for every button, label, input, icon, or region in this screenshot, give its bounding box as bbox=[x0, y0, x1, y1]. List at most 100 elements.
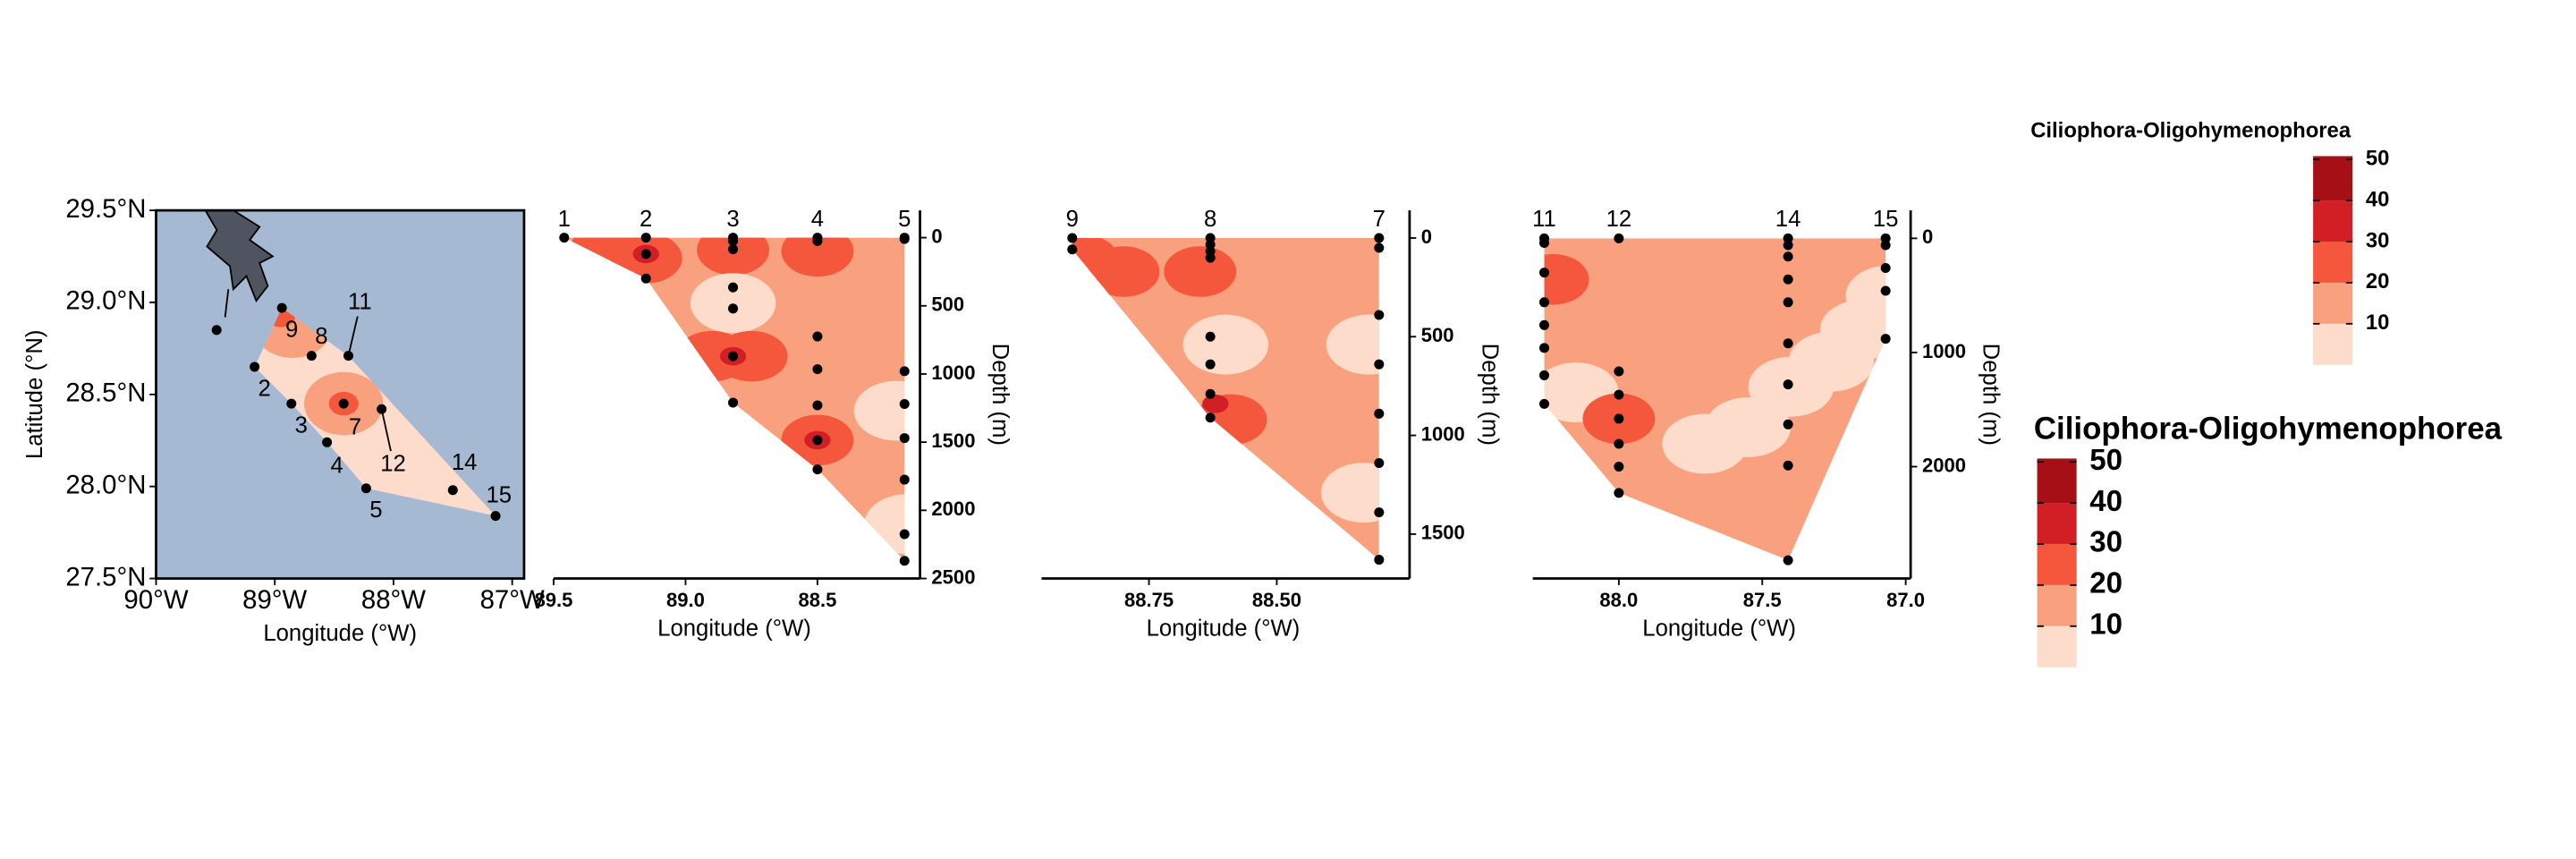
y-tick-label: 1000 bbox=[931, 361, 975, 384]
y-tick-label: 27.5°N bbox=[65, 562, 146, 591]
sample-point bbox=[640, 249, 651, 259]
station-point bbox=[276, 302, 287, 313]
legend-swatch bbox=[2313, 156, 2353, 201]
legend-label: 10 bbox=[2089, 608, 2123, 642]
legend-swatch bbox=[2313, 282, 2353, 324]
sample-point bbox=[1880, 263, 1891, 274]
station-label: 8 bbox=[1204, 207, 1216, 232]
station-label: 9 bbox=[1066, 207, 1079, 232]
legend-label: 20 bbox=[2089, 567, 2123, 600]
sample-point bbox=[1614, 438, 1624, 449]
station-label: 7 bbox=[349, 414, 361, 439]
sample-point bbox=[1374, 359, 1385, 370]
contour-patch bbox=[864, 494, 905, 555]
sample-point bbox=[812, 235, 823, 246]
leader-line bbox=[380, 409, 392, 452]
legend-label: 30 bbox=[2089, 526, 2123, 559]
sample-point bbox=[1783, 338, 1793, 349]
y-tick-label: 29.5°N bbox=[65, 194, 146, 224]
legend-swatch bbox=[2037, 543, 2077, 585]
sample-point bbox=[899, 366, 910, 377]
sample-point bbox=[1783, 240, 1793, 251]
x-axis-title: Longitude (°W) bbox=[657, 616, 811, 641]
x-tick-label: 88°W bbox=[361, 585, 426, 615]
sample-point bbox=[1067, 233, 1078, 243]
sample-point bbox=[1374, 310, 1385, 320]
contour-group bbox=[1072, 237, 1379, 560]
y-axis-title: Depth (m) bbox=[987, 344, 1013, 446]
station-label: 7 bbox=[1373, 207, 1385, 232]
y-tick-label: 28.5°N bbox=[65, 378, 146, 408]
station-point bbox=[490, 511, 501, 522]
station-point bbox=[447, 485, 458, 496]
contour-background bbox=[1544, 238, 1886, 561]
sample-point bbox=[1205, 412, 1216, 423]
x-tick-label: 87.0 bbox=[1886, 589, 1925, 611]
station-label: 4 bbox=[811, 207, 824, 232]
contour-patch bbox=[1819, 299, 1886, 360]
sample-point bbox=[640, 233, 651, 243]
station-label: 12 bbox=[380, 452, 406, 477]
station-label: 8 bbox=[315, 324, 327, 349]
x-tick-label: 88.75 bbox=[1124, 589, 1174, 611]
station-label: 5 bbox=[898, 207, 911, 232]
sample-point bbox=[812, 331, 823, 342]
sample-point bbox=[1205, 359, 1216, 370]
sample-point bbox=[1783, 233, 1793, 243]
sample-point bbox=[1783, 274, 1793, 285]
station-label: 4 bbox=[330, 454, 343, 479]
y-tick-label: 0 bbox=[931, 225, 942, 247]
sample-point bbox=[1614, 366, 1624, 377]
contour-group bbox=[1544, 238, 1886, 561]
station-label: 11 bbox=[1532, 207, 1556, 232]
sample-point bbox=[1880, 233, 1891, 243]
legend-swatch bbox=[2313, 323, 2353, 365]
sample-point bbox=[1205, 331, 1216, 342]
contour-patch bbox=[1182, 314, 1269, 375]
sample-point bbox=[899, 234, 910, 244]
legend-title: Ciliophora-Oligohymenophorea bbox=[2034, 411, 2503, 446]
sample-point bbox=[1783, 419, 1793, 430]
sample-point bbox=[899, 556, 910, 566]
sample-point bbox=[1880, 240, 1891, 251]
sample-point bbox=[728, 351, 739, 361]
y-tick-label: 28.0°N bbox=[65, 470, 146, 499]
contour-patch bbox=[690, 273, 776, 334]
contour-patch bbox=[1202, 395, 1229, 413]
sample-point bbox=[1783, 460, 1793, 471]
sample-point bbox=[1538, 237, 1550, 248]
station-point bbox=[360, 483, 371, 494]
sample-point bbox=[1205, 388, 1216, 399]
sample-point bbox=[812, 400, 823, 411]
legend-label: 20 bbox=[2366, 269, 2390, 293]
sample-point bbox=[899, 398, 910, 409]
y-tick-label: 1500 bbox=[1421, 522, 1465, 544]
sample-point bbox=[1538, 268, 1550, 278]
legend-swatch bbox=[2037, 584, 2077, 626]
coastline bbox=[156, 209, 275, 302]
coast-line bbox=[224, 289, 230, 318]
legend-label: 40 bbox=[2366, 187, 2390, 211]
sample-point bbox=[728, 303, 739, 314]
station-label: 12 bbox=[1606, 207, 1632, 232]
sample-point bbox=[1538, 297, 1550, 308]
sample-point bbox=[1614, 488, 1624, 498]
legend-title: Ciliophora-Oligohymenophorea bbox=[2030, 118, 2351, 142]
y-tick-label: 500 bbox=[1421, 324, 1454, 346]
station-label: 15 bbox=[486, 482, 512, 507]
station-label: 1 bbox=[558, 207, 571, 232]
contour-patch bbox=[1164, 246, 1237, 297]
y-axis-title: Latitude (°N) bbox=[22, 330, 47, 460]
sample-point bbox=[1374, 457, 1385, 468]
contour-patch bbox=[1087, 246, 1160, 297]
station-point bbox=[306, 351, 317, 361]
sample-point bbox=[899, 433, 910, 444]
contour-patch bbox=[853, 380, 905, 441]
sample-point bbox=[1880, 334, 1891, 344]
y-axis-title: Depth (m) bbox=[1477, 344, 1502, 446]
x-tick-label: 88.0 bbox=[1599, 589, 1638, 611]
sample-point bbox=[1538, 370, 1550, 380]
sample-point bbox=[1783, 251, 1793, 262]
